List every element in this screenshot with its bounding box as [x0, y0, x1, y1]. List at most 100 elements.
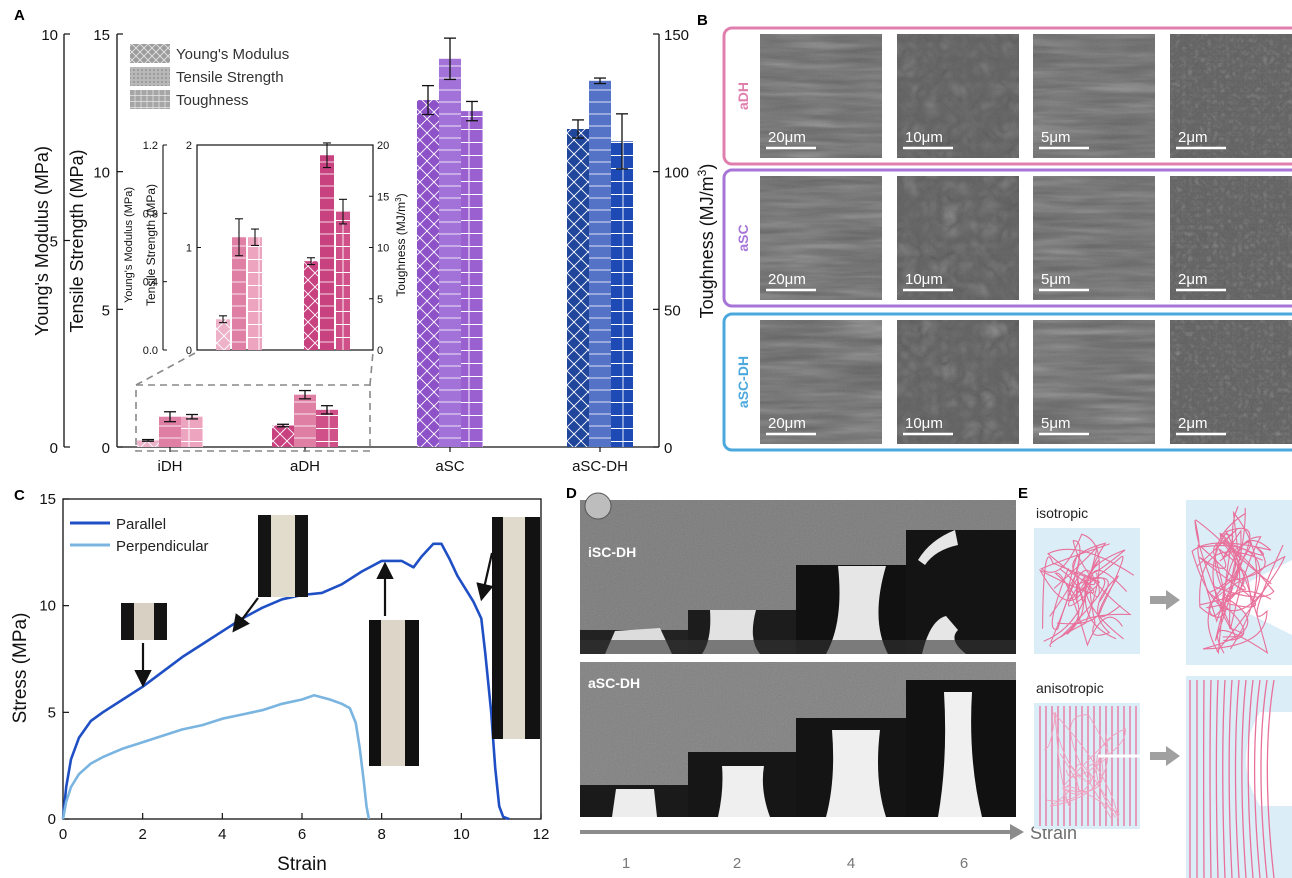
polymer-chain: [1054, 572, 1123, 647]
bar-pattern: [461, 111, 483, 448]
strain-tick-2: 2: [733, 855, 741, 872]
sample-photo-1: [121, 603, 167, 640]
inset-bar-pattern: [216, 319, 230, 350]
scale-bar-label: 10μm: [905, 129, 943, 146]
toughness-axis-label: Toughness (MJ/m3): [695, 164, 717, 319]
sem-row-label-adh: aDH: [735, 82, 751, 110]
stretched-fiber: [1241, 679, 1247, 878]
legend-toughness: Toughness: [176, 92, 249, 109]
anisotropic-label: anisotropic: [1036, 680, 1104, 696]
polymer-chain: [1196, 528, 1266, 608]
polymer-chain: [1207, 527, 1272, 655]
inset-toughness-label: Toughness (MJ/m3): [394, 193, 409, 296]
crack-row-isc-dh: iSC-DH: [580, 492, 1016, 654]
legend-swatch-young-modulus: [130, 44, 170, 63]
inset-tensile-strength-label: Tensile Strength (MPa): [144, 184, 158, 306]
sem-grain: [897, 176, 1019, 300]
strain-tick-label: 8: [377, 826, 385, 843]
stretched-fiber: [1234, 679, 1240, 878]
inset-bar-pattern: [304, 261, 318, 350]
inset-bars: [216, 142, 350, 350]
sem-row-frame-asc: [722, 168, 1292, 308]
young-modulus-tick-label: 10: [41, 27, 58, 44]
scale-bar-label: 10μm: [905, 415, 943, 432]
legend-tensile-strength: Tensile Strength: [176, 69, 284, 86]
tensile-strength-tick-label: 0: [102, 440, 110, 457]
scale-bar-label: 20μm: [768, 129, 806, 146]
tensile-strength-tick-label: 10: [93, 165, 110, 182]
scale-bar-label: 2μm: [1178, 271, 1207, 288]
inset-tg-tick-label: 10: [377, 243, 389, 255]
panel-label-d: D: [566, 485, 577, 502]
sem-grain: [1033, 176, 1155, 300]
inset-bar-pattern: [232, 237, 246, 350]
panel-label-a: A: [14, 7, 25, 24]
sem-grain: [760, 34, 882, 158]
bar-pattern: [181, 416, 203, 447]
toughness-tick-label: 150: [664, 27, 689, 44]
bar-pattern: [272, 425, 294, 447]
inset-tg-tick-label: 20: [377, 140, 389, 152]
sem-row-frame-asc-dh: [722, 312, 1292, 452]
strain-tick-4: 4: [847, 855, 855, 872]
sem-grain: [897, 320, 1019, 444]
scale-bar-label: 2μm: [1178, 129, 1207, 146]
inset-connector-right: [369, 351, 374, 386]
inset-bar-pattern: [336, 211, 350, 350]
category-label-asc: aSC: [435, 458, 464, 475]
strain-tick-label: 0: [59, 826, 67, 843]
polymer-chain: [1089, 569, 1128, 636]
panel-a-legend: Young's Modulus Tensile Strength Toughne…: [130, 44, 289, 109]
strain-tick-label: 4: [218, 826, 226, 843]
stretched-fiber: [1215, 679, 1219, 878]
panel-label-b: B: [697, 12, 708, 29]
inset-tg-tick-label: 5: [377, 294, 383, 306]
legend-parallel: Parallel: [116, 516, 166, 533]
inset-bar-pattern: [320, 155, 334, 350]
panel-b-sem-grid: aDH 20μm 10μm 5μm 2μm aSC 20μm 10μm 5μm 2μm aSC-DH…: [722, 26, 1292, 452]
inset-tg-tick-label: 0: [377, 345, 383, 357]
inset-ts-tick-label: 1: [186, 243, 192, 255]
amorphous-chain: [1066, 714, 1112, 818]
bar-pattern: [137, 440, 159, 447]
legend-perpendicular: Perpendicular: [116, 538, 209, 555]
inset-ts-tick-label: 2: [186, 140, 192, 152]
bar-pattern: [439, 58, 461, 447]
legend-swatch-tensile-strength: [130, 67, 170, 86]
category-label-adh: aDH: [290, 458, 320, 475]
strain-tick-label: 12: [533, 826, 550, 843]
stretched-fiber: [1266, 679, 1275, 878]
polymer-chain: [1042, 556, 1100, 629]
stress-axis-label: Stress (MPa): [10, 613, 31, 724]
panel-e-schematic: isotropic anisotropic: [1034, 500, 1292, 878]
crack-row-asc-dh: aSC-DH: [580, 662, 1016, 817]
legend-young-modulus: Young's Modulus: [176, 46, 289, 63]
young-modulus-tick-label: 5: [50, 234, 58, 251]
strain-tick-label: 2: [138, 826, 146, 843]
bar-pattern: [567, 128, 589, 448]
sem-grain: [1170, 34, 1292, 158]
sem-row-label-asc-dh: aSC-DH: [735, 356, 751, 408]
sem-grain: [897, 34, 1019, 158]
scale-bar-label: 10μm: [905, 271, 943, 288]
bar-pattern: [159, 416, 181, 447]
panel-c-legend: Parallel Perpendicular: [70, 516, 209, 555]
polymer-chain: [1194, 519, 1272, 641]
panel-label-e: E: [1018, 485, 1028, 502]
inset-ym-tick-label: 0.0: [143, 345, 158, 357]
strain-tick-6: 6: [960, 855, 968, 872]
legend-swatch-toughness: [130, 90, 170, 109]
sem-grain: [1170, 320, 1292, 444]
sample-photo-2: [258, 515, 308, 597]
panel-a-bars: [137, 37, 633, 448]
amorphous-chain: [1043, 711, 1120, 815]
polymer-chain: [1038, 544, 1100, 602]
stretched-fiber: [1253, 679, 1261, 878]
bar-pattern: [417, 100, 439, 447]
scale-bar-label: 2μm: [1178, 415, 1207, 432]
polymer-chain: [1191, 540, 1272, 638]
inset-bar-pattern: [248, 237, 262, 350]
